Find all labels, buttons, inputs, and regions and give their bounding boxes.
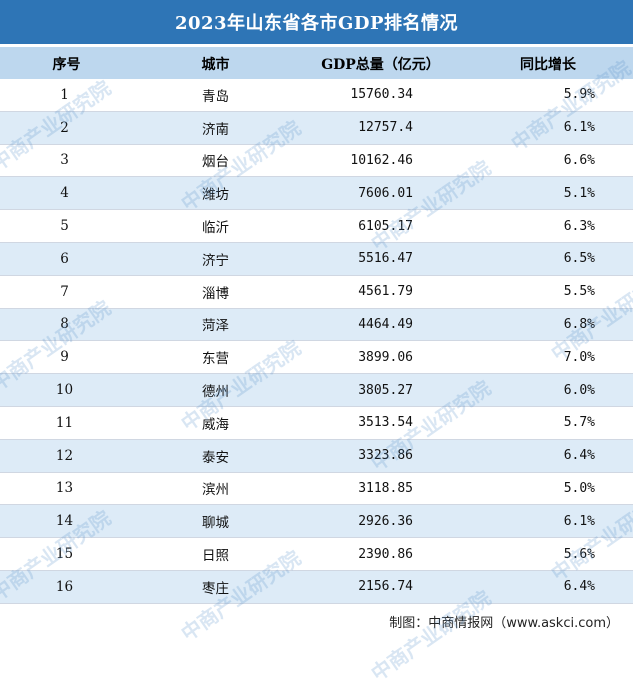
cell-gdp: 2390.86: [358, 546, 413, 562]
cell-rank: 16: [55, 578, 74, 595]
cell-rank: 2: [60, 119, 69, 136]
cell-gdp: 2926.36: [358, 513, 413, 529]
table-header: 序号 城市 GDP总量（亿元） 同比增长: [0, 46, 633, 80]
cell-rank: 11: [55, 414, 74, 431]
cell-growth: 6.1%: [563, 513, 595, 529]
cell-city: 济南: [202, 121, 229, 138]
table-row: 6 济宁 5516.47 6.5%: [0, 242, 633, 276]
table-title: 2023年山东省各市GDP排名情况: [0, 0, 633, 44]
cell-growth: 6.4%: [563, 448, 595, 464]
cell-city: 济宁: [202, 252, 229, 269]
table-row: 16 枣庄 2156.74 6.4%: [0, 570, 633, 604]
cell-city: 东营: [202, 351, 229, 368]
cell-gdp: 3323.86: [358, 448, 413, 464]
cell-rank: 9: [60, 349, 69, 366]
table-row: 1 青岛 15760.34 5.9%: [0, 79, 633, 112]
cell-rank: 13: [55, 480, 74, 497]
cell-city: 滨州: [202, 482, 229, 499]
source-note: 制图：中商情报网（www.askci.com）: [389, 616, 619, 631]
cell-city: 菏泽: [202, 318, 229, 335]
cell-city: 泰安: [202, 449, 229, 466]
cell-growth: 5.1%: [563, 185, 595, 201]
cell-rank: 5: [60, 218, 69, 235]
table-body: 1 青岛 15760.34 5.9% 2 济南 12757.4 6.1% 3 烟台 10162.46…: [0, 79, 633, 604]
cell-growth: 6.6%: [563, 152, 595, 168]
table-row: 12 泰安 3323.86 6.4%: [0, 439, 633, 473]
cell-city: 日照: [202, 548, 229, 565]
cell-rank: 4: [60, 185, 69, 202]
table-row: 15 日照 2390.86 5.6%: [0, 538, 633, 571]
cell-rank: 10: [55, 382, 74, 399]
cell-city: 德州: [202, 384, 229, 401]
cell-city: 威海: [202, 416, 229, 433]
cell-gdp: 3899.06: [358, 349, 413, 365]
cell-rank: 1: [60, 86, 69, 103]
header-gdp: GDP总量（亿元）: [321, 56, 440, 73]
table-row: 7 淄博 4561.79 5.5%: [0, 275, 633, 309]
table-row: 2 济南 12757.4 6.1%: [0, 111, 633, 145]
table-row: 14 聊城 2926.36 6.1%: [0, 505, 633, 539]
header-city: 城市: [201, 56, 230, 73]
cell-city: 临沂: [202, 220, 229, 237]
cell-city: 烟台: [202, 154, 229, 171]
cell-gdp: 4561.79: [358, 284, 413, 300]
cell-growth: 6.0%: [563, 382, 595, 398]
cell-gdp: 2156.74: [358, 579, 413, 595]
cell-gdp: 6105.17: [358, 218, 413, 234]
header-rank: 序号: [52, 56, 81, 73]
cell-city: 潍坊: [202, 187, 229, 204]
table-row: 4 潍坊 7606.01 5.1%: [0, 177, 633, 211]
table-row: 11 威海 3513.54 5.7%: [0, 406, 633, 440]
cell-city: 聊城: [202, 515, 229, 532]
cell-gdp: 12757.4: [358, 120, 413, 136]
cell-growth: 6.4%: [563, 579, 595, 595]
cell-gdp: 15760.34: [350, 87, 413, 103]
cell-city: 淄博: [202, 285, 229, 302]
cell-rank: 3: [60, 152, 69, 169]
table-row: 3 烟台 10162.46 6.6%: [0, 144, 633, 178]
cell-growth: 6.5%: [563, 251, 595, 267]
cell-growth: 6.3%: [563, 218, 595, 234]
cell-gdp: 3118.85: [358, 480, 413, 496]
cell-city: 枣庄: [202, 580, 229, 597]
cell-gdp: 7606.01: [358, 185, 413, 201]
table-row: 5 临沂 6105.17 6.3%: [0, 210, 633, 243]
cell-rank: 7: [60, 283, 69, 300]
table-row: 10 德州 3805.27 6.0%: [0, 374, 633, 407]
header-growth: 同比增长: [520, 56, 576, 73]
cell-city: 青岛: [202, 88, 229, 105]
cell-growth: 5.9%: [563, 87, 595, 103]
cell-gdp: 3513.54: [358, 415, 413, 431]
cell-gdp: 10162.46: [350, 152, 413, 168]
cell-growth: 7.0%: [563, 349, 595, 365]
cell-rank: 15: [55, 546, 74, 563]
cell-growth: 5.6%: [563, 546, 595, 562]
table-row: 9 东营 3899.06 7.0%: [0, 341, 633, 375]
table-row: 13 滨州 3118.85 5.0%: [0, 472, 633, 506]
cell-growth: 5.5%: [563, 284, 595, 300]
cell-rank: 8: [60, 316, 69, 333]
cell-gdp: 4464.49: [358, 316, 413, 332]
cell-gdp: 3805.27: [358, 382, 413, 398]
cell-rank: 12: [55, 447, 74, 464]
cell-rank: 14: [55, 513, 74, 530]
cell-growth: 5.7%: [563, 415, 595, 431]
cell-growth: 6.1%: [563, 120, 595, 136]
cell-gdp: 5516.47: [358, 251, 413, 267]
cell-growth: 6.8%: [563, 316, 595, 332]
table-row: 8 菏泽 4464.49 6.8%: [0, 308, 633, 342]
cell-growth: 5.0%: [563, 480, 595, 496]
cell-rank: 6: [60, 250, 69, 267]
